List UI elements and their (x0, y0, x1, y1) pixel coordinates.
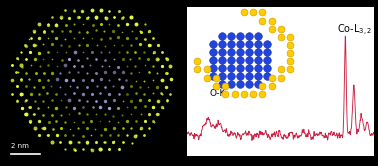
Y-axis label: EELS intensity signal (a.u.): EELS intensity signal (a.u.) (178, 35, 184, 128)
Text: Co-L$_{3,2}$: Co-L$_{3,2}$ (337, 23, 372, 38)
Text: O-K: O-K (210, 89, 226, 98)
Text: 2 nm: 2 nm (11, 143, 29, 149)
